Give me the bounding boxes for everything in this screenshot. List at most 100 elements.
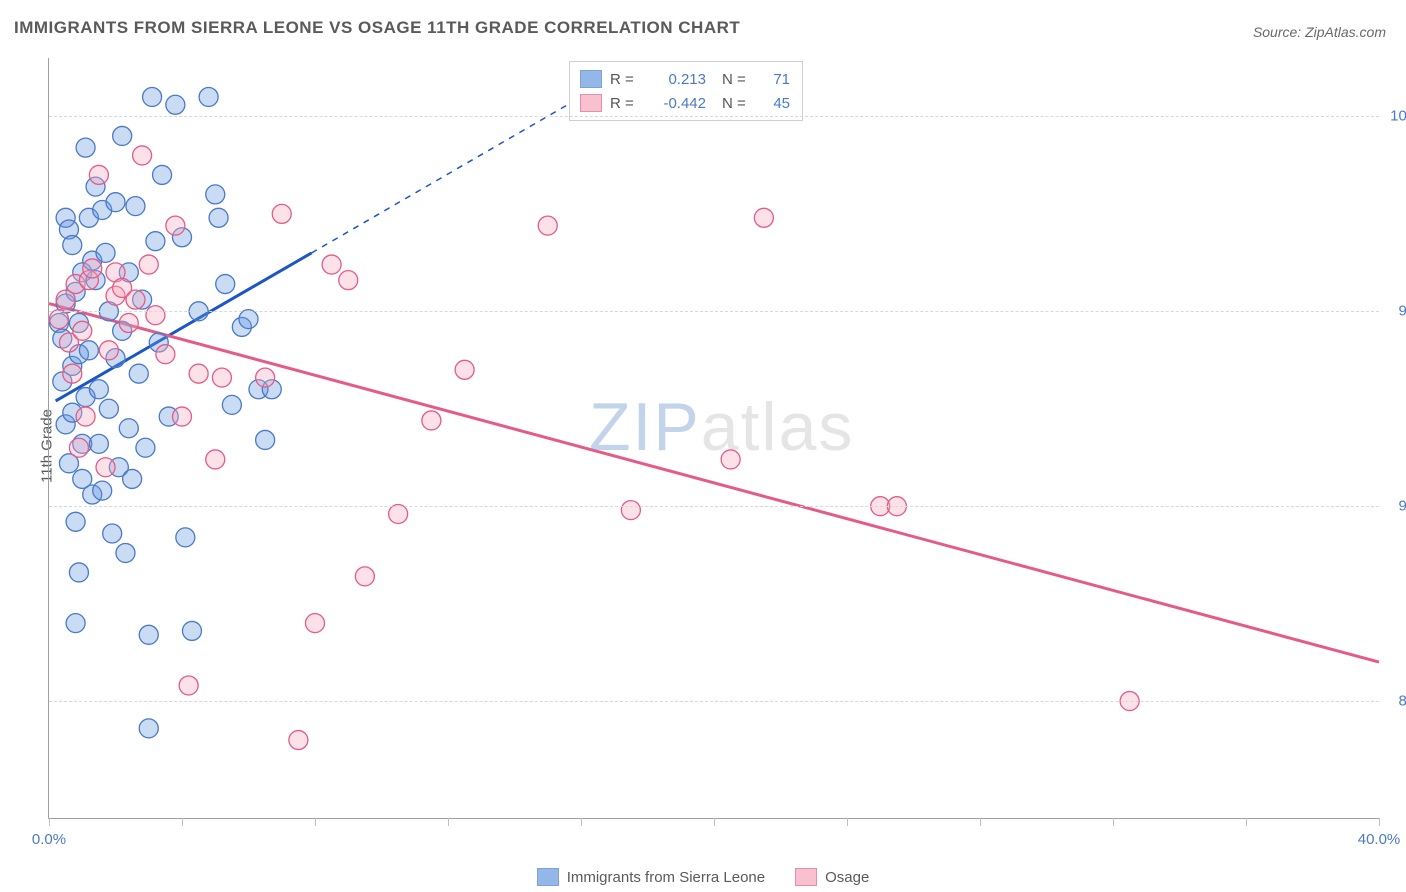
point-series0 <box>222 395 241 414</box>
point-series1 <box>289 731 308 750</box>
point-series0 <box>113 126 132 145</box>
xtick <box>980 818 981 826</box>
point-series0 <box>139 625 158 644</box>
point-series0 <box>126 197 145 216</box>
legend-label-0: Immigrants from Sierra Leone <box>567 869 765 886</box>
point-series0 <box>209 208 228 227</box>
point-series0 <box>153 165 172 184</box>
point-series0 <box>139 719 158 738</box>
point-series1 <box>119 314 138 333</box>
point-series1 <box>96 458 115 477</box>
point-series1 <box>139 255 158 274</box>
series-legend: Immigrants from Sierra Leone Osage <box>0 868 1406 886</box>
point-series0 <box>166 95 185 114</box>
r-label: R = <box>610 95 640 112</box>
n-value-0: 71 <box>760 71 790 88</box>
point-series1 <box>73 321 92 340</box>
trendline-1 <box>49 304 1379 663</box>
point-series0 <box>116 543 135 562</box>
point-series0 <box>76 138 95 157</box>
point-series1 <box>49 310 68 329</box>
correlation-legend: R = 0.213 N = 71 R = -0.442 N = 45 <box>569 61 803 121</box>
xtick <box>1379 818 1380 826</box>
point-series1 <box>306 614 325 633</box>
point-series1 <box>166 216 185 235</box>
point-series0 <box>93 481 112 500</box>
point-series1 <box>721 450 740 469</box>
point-series1 <box>422 411 441 430</box>
xtick-label: 40.0% <box>1358 831 1401 848</box>
n-label: N = <box>722 95 752 112</box>
xtick <box>448 818 449 826</box>
legend-swatch-bottom-1 <box>795 868 817 886</box>
legend-swatch-bottom-0 <box>537 868 559 886</box>
chart-svg <box>49 58 1379 818</box>
point-series0 <box>256 430 275 449</box>
point-series1 <box>212 368 231 387</box>
point-series0 <box>123 469 142 488</box>
legend-row-1: R = -0.442 N = 45 <box>580 91 790 115</box>
legend-item-0: Immigrants from Sierra Leone <box>537 868 765 886</box>
point-series1 <box>206 450 225 469</box>
legend-row-0: R = 0.213 N = 71 <box>580 67 790 91</box>
point-series0 <box>106 193 125 212</box>
legend-item-1: Osage <box>795 868 869 886</box>
point-series1 <box>754 208 773 227</box>
xtick <box>315 818 316 826</box>
point-series0 <box>66 512 85 531</box>
chart-title: IMMIGRANTS FROM SIERRA LEONE VS OSAGE 11… <box>14 18 740 38</box>
point-series1 <box>146 306 165 325</box>
point-series0 <box>136 438 155 457</box>
ytick-label: 100.0% <box>1386 108 1406 125</box>
point-series1 <box>83 259 102 278</box>
point-series1 <box>126 290 145 309</box>
ytick-label: 95.0% <box>1386 303 1406 320</box>
point-series1 <box>89 165 108 184</box>
point-series0 <box>216 275 235 294</box>
point-series1 <box>272 204 291 223</box>
xtick <box>581 818 582 826</box>
point-series1 <box>322 255 341 274</box>
point-series0 <box>69 563 88 582</box>
point-series1 <box>621 501 640 520</box>
point-series0 <box>96 243 115 262</box>
xtick <box>49 818 50 826</box>
point-series1 <box>256 368 275 387</box>
point-series0 <box>182 621 201 640</box>
point-series1 <box>355 567 374 586</box>
xtick <box>1113 818 1114 826</box>
legend-swatch-1 <box>580 94 602 112</box>
r-value-0: 0.213 <box>648 71 706 88</box>
ytick-label: 90.0% <box>1386 498 1406 515</box>
point-series1 <box>99 341 118 360</box>
point-series0 <box>176 528 195 547</box>
point-series1 <box>389 505 408 524</box>
point-series0 <box>119 419 138 438</box>
point-series0 <box>99 399 118 418</box>
gridline-y <box>49 701 1379 702</box>
point-series1 <box>538 216 557 235</box>
n-label: N = <box>722 71 752 88</box>
point-series0 <box>89 380 108 399</box>
point-series1 <box>173 407 192 426</box>
point-series0 <box>129 364 148 383</box>
xtick <box>847 818 848 826</box>
xtick-label: 0.0% <box>32 831 66 848</box>
plot-area: R = 0.213 N = 71 R = -0.442 N = 45 ZIPat… <box>48 58 1379 819</box>
point-series1 <box>156 345 175 364</box>
point-series1 <box>133 146 152 165</box>
point-series0 <box>199 87 218 106</box>
point-series0 <box>143 87 162 106</box>
point-series1 <box>63 364 82 383</box>
gridline-y <box>49 116 1379 117</box>
point-series1 <box>339 271 358 290</box>
legend-label-1: Osage <box>825 869 869 886</box>
point-series0 <box>63 236 82 255</box>
r-label: R = <box>610 71 640 88</box>
point-series0 <box>103 524 122 543</box>
xtick <box>1246 818 1247 826</box>
point-series1 <box>179 676 198 695</box>
point-series1 <box>69 438 88 457</box>
point-series1 <box>189 364 208 383</box>
point-series0 <box>79 341 98 360</box>
